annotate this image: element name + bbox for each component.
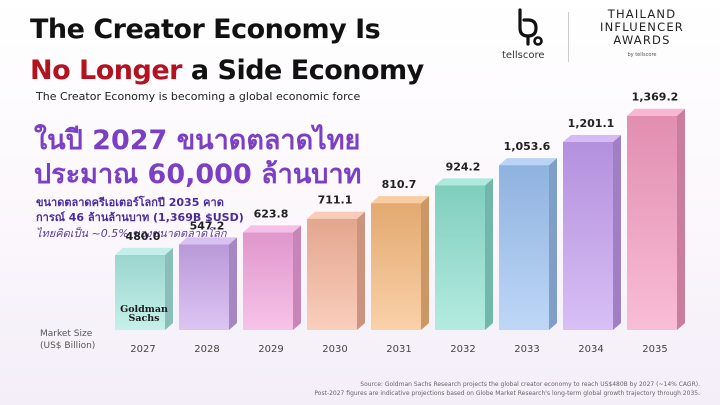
x-tick-label: 2028 bbox=[194, 344, 219, 355]
bar-2027 bbox=[115, 247, 173, 330]
title-line-1: The Creator Economy Is bbox=[30, 14, 381, 45]
thai-headline-line-2: ประมาณ 60,000 ล้านบาท bbox=[34, 159, 362, 190]
bar-2034 bbox=[563, 135, 621, 330]
bar-front bbox=[115, 254, 165, 330]
value-label: 1,201.1 bbox=[568, 117, 615, 130]
bar-front bbox=[435, 185, 485, 330]
title-rest: a Side Economy bbox=[181, 55, 424, 86]
x-tick-label: 2027 bbox=[130, 344, 155, 355]
y-axis-caption-line-1: Market Size bbox=[40, 329, 93, 339]
value-label: 623.8 bbox=[254, 207, 289, 220]
bar-top bbox=[179, 237, 237, 245]
bar-front bbox=[627, 115, 677, 330]
thai-note-line-1: ขนาดตลาดครีเอเตอร์โลกปี 2035 คาด bbox=[36, 196, 224, 209]
awards-line-1: THAILAND bbox=[607, 7, 677, 21]
brand-logos: tellscore THAILAND INFLUENCER AWARDS by … bbox=[498, 8, 708, 68]
goldman-sachs-logo: Goldman Sachs bbox=[120, 304, 168, 324]
subtitle: The Creator Economy is becoming a global… bbox=[36, 90, 361, 103]
bar-side bbox=[677, 108, 685, 330]
bar-top bbox=[627, 108, 685, 116]
x-tick-label: 2034 bbox=[578, 344, 603, 355]
bar-2028 bbox=[179, 237, 237, 330]
bar-2031 bbox=[371, 196, 429, 330]
bar-top bbox=[499, 158, 557, 166]
goldman-line-1: Goldman bbox=[120, 304, 168, 315]
bar-side bbox=[165, 247, 173, 330]
awards-line-3: AWARDS bbox=[613, 33, 671, 47]
value-label: 924.2 bbox=[446, 160, 481, 173]
value-label: 810.7 bbox=[382, 178, 417, 191]
value-label: 1,053.6 bbox=[504, 140, 551, 153]
bar-side bbox=[293, 225, 301, 330]
thai-note-line-3: ไทยคิดเป็น ~0.5% ของขนาดตลาดโลก bbox=[36, 227, 227, 240]
bar-2032 bbox=[435, 178, 493, 330]
title-highlight: No Longer bbox=[30, 55, 182, 86]
awards-logo: THAILAND INFLUENCER AWARDS bbox=[578, 8, 706, 47]
bar-side bbox=[421, 196, 429, 330]
x-tick-label: 2031 bbox=[386, 344, 411, 355]
x-tick-label: 2032 bbox=[450, 344, 475, 355]
bar-2033 bbox=[499, 158, 557, 330]
y-axis-caption-line-2: (US$ Billion) bbox=[40, 341, 96, 351]
bar-top bbox=[435, 178, 493, 186]
awards-byline: by tellscore bbox=[627, 52, 657, 58]
x-tick-label: 2029 bbox=[258, 344, 283, 355]
value-label: 1,369.2 bbox=[632, 91, 679, 104]
bar-top bbox=[371, 196, 429, 204]
tellscore-wordmark: tellscore bbox=[502, 50, 545, 61]
bar-front bbox=[307, 218, 357, 330]
thai-note-line-2: การณ์ 46 ล้านล้านบาท (1,369B $USD) bbox=[36, 211, 244, 224]
title-line-2: No Longer a Side Economy bbox=[30, 55, 424, 86]
bar-front bbox=[499, 165, 549, 330]
bar-top bbox=[307, 211, 365, 219]
logo-divider bbox=[568, 12, 569, 62]
bar-side bbox=[549, 158, 557, 330]
value-label: 480.0 bbox=[126, 230, 161, 243]
bar-side bbox=[485, 178, 493, 330]
bar-2030 bbox=[307, 211, 365, 330]
bar-side bbox=[613, 135, 621, 330]
bar-top bbox=[563, 135, 621, 143]
bar-front bbox=[371, 203, 421, 330]
footnote-line-1: Source: Goldman Sachs Research projects … bbox=[360, 381, 700, 388]
bar-front bbox=[243, 232, 293, 330]
thai-headline-line-1: ในปี 2027 ขนาดตลาดไทย bbox=[34, 125, 361, 156]
bar-front bbox=[563, 142, 613, 330]
x-tick-label: 2035 bbox=[642, 344, 667, 355]
goldman-line-2: Sachs bbox=[128, 313, 160, 324]
x-tick-label: 2030 bbox=[322, 344, 347, 355]
bar-top bbox=[115, 247, 173, 255]
bar-2035 bbox=[627, 108, 685, 330]
bar-top bbox=[243, 225, 301, 233]
value-label: 547.2 bbox=[190, 219, 225, 232]
x-tick-label: 2033 bbox=[514, 344, 539, 355]
awards-line-2: INFLUENCER bbox=[599, 20, 684, 34]
bar-side bbox=[357, 211, 365, 330]
tellscore-logo-icon bbox=[518, 8, 543, 46]
footnote-line-2: Post-2027 figures are indicative project… bbox=[314, 390, 700, 397]
bar-front bbox=[179, 244, 229, 330]
value-label: 711.1 bbox=[318, 194, 353, 207]
bar-side bbox=[229, 237, 237, 330]
bar-2029 bbox=[243, 225, 301, 330]
